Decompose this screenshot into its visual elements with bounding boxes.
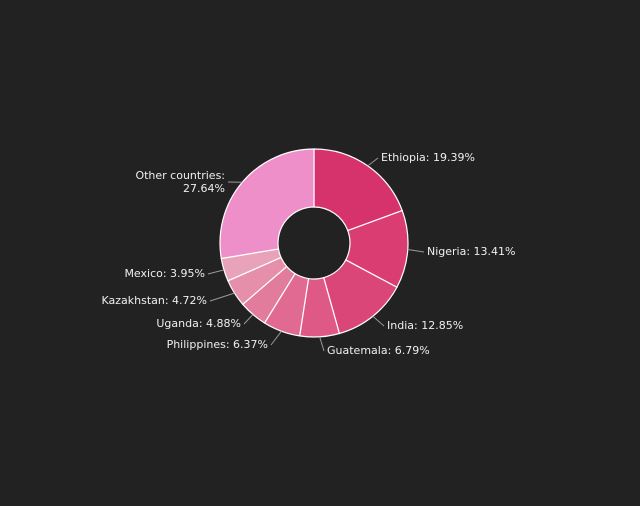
donut-slice — [219, 148, 315, 260]
slice-label: Nigeria: 13.41% — [427, 245, 516, 258]
slice-label: Kazakhstan: 4.72% — [101, 294, 207, 307]
leader-line — [270, 330, 282, 346]
leader-line — [319, 336, 325, 352]
leader-line — [209, 292, 235, 302]
slice-label: Ethiopia: 19.39% — [381, 151, 475, 164]
leader-line — [367, 157, 379, 167]
leader-line — [207, 269, 225, 275]
slice-label: India: 12.85% — [387, 319, 464, 332]
leader-line — [407, 248, 425, 253]
slice-label: Other countries: 27.64% — [135, 169, 225, 195]
slice-label: Mexico: 3.95% — [124, 267, 205, 280]
slice-label: Guatemala: 6.79% — [327, 344, 430, 357]
leader-line — [372, 315, 385, 327]
slice-label: Uganda: 4.88% — [156, 317, 241, 330]
donut-slice — [313, 148, 403, 232]
slice-label: Philippines: 6.37% — [166, 338, 268, 351]
leader-line — [243, 314, 254, 325]
